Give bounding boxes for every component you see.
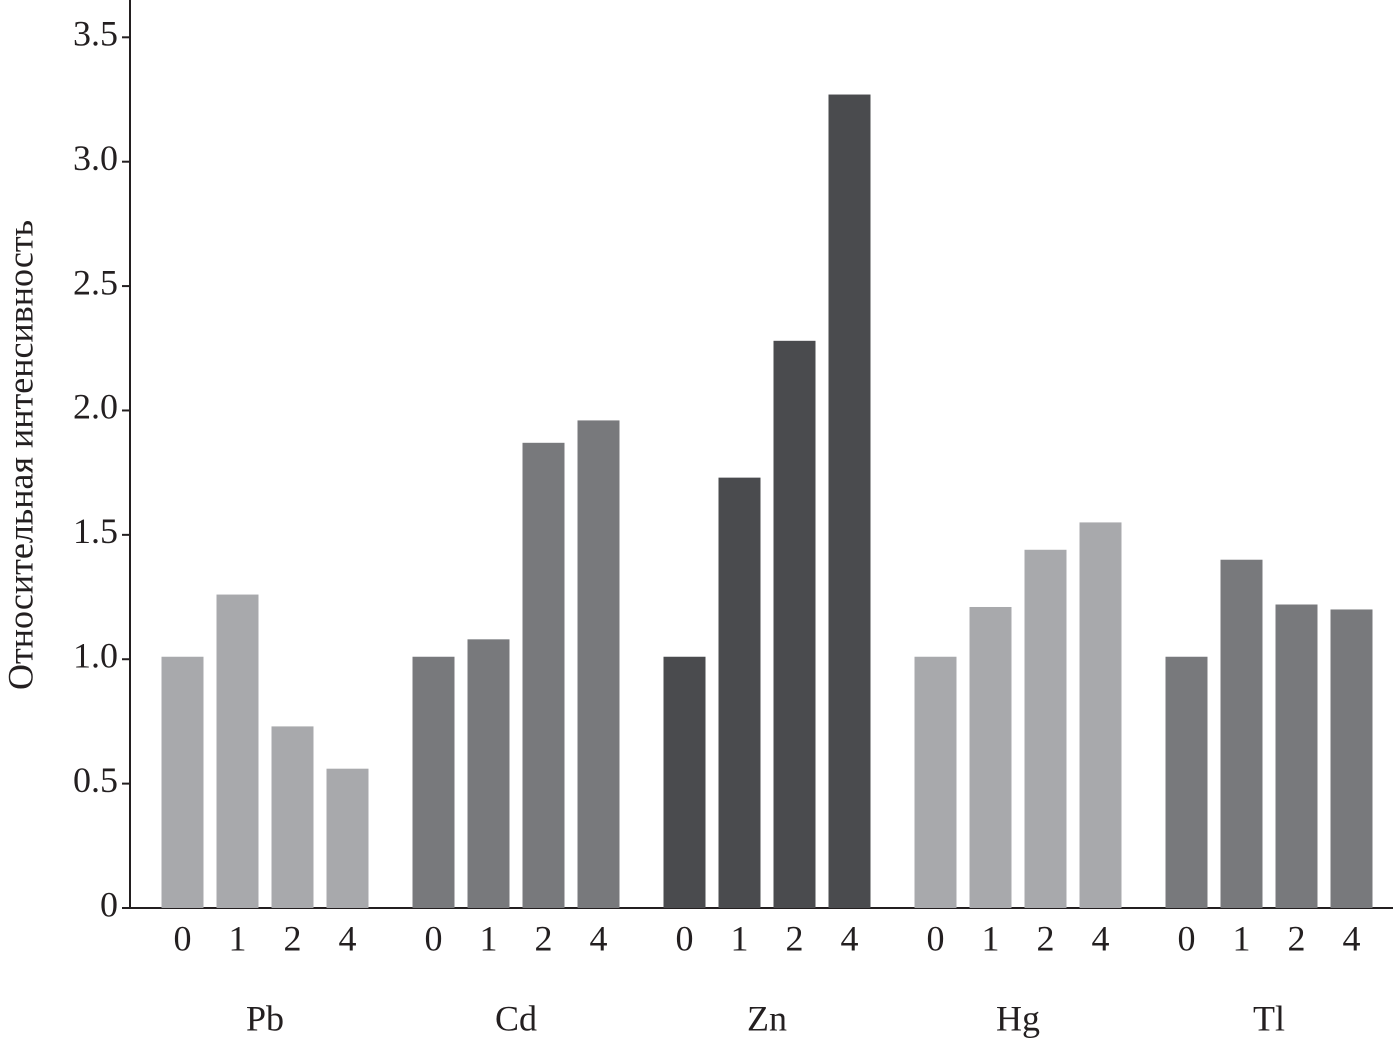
y-tick-label: 3.5 — [73, 14, 118, 54]
x-tick-label: 0 — [174, 918, 192, 958]
bar — [969, 606, 1012, 908]
bar — [1079, 522, 1122, 908]
group-label: Cd — [495, 998, 537, 1038]
bar — [1024, 549, 1067, 908]
bar — [718, 477, 761, 908]
x-tick-label: 4 — [841, 918, 859, 958]
group-label: Hg — [996, 998, 1040, 1038]
bar — [326, 768, 369, 908]
bar — [828, 94, 871, 909]
x-tick-label: 2 — [535, 918, 553, 958]
x-tick-label: 0 — [425, 918, 443, 958]
bar — [663, 656, 706, 908]
x-tick-label: 4 — [1092, 918, 1110, 958]
bar — [914, 656, 957, 908]
x-tick-label: 0 — [676, 918, 694, 958]
x-tick-label: 4 — [1343, 918, 1361, 958]
bar — [1275, 604, 1318, 908]
y-axis-label: Относительная интенсивность — [0, 220, 40, 690]
y-tick-label: 0.5 — [73, 760, 118, 800]
x-tick-label: 2 — [786, 918, 804, 958]
y-tick-label: 0 — [100, 884, 118, 924]
bar — [1330, 609, 1373, 908]
bar — [1165, 656, 1208, 908]
x-tick-label: 4 — [339, 918, 357, 958]
bar — [271, 726, 314, 908]
group-label: Zn — [747, 998, 787, 1038]
x-tick-label: 1 — [982, 918, 1000, 958]
x-tick-label: 2 — [284, 918, 302, 958]
y-tick-label: 2.0 — [73, 387, 118, 427]
bar — [412, 656, 455, 908]
x-tick-label: 2 — [1288, 918, 1306, 958]
bar — [773, 340, 816, 908]
x-tick-label: 0 — [1178, 918, 1196, 958]
x-tick-label: 1 — [1233, 918, 1251, 958]
y-tick-label: 2.5 — [73, 262, 118, 302]
y-tick-label: 1.5 — [73, 511, 118, 551]
group-label: Pb — [246, 998, 284, 1038]
x-tick-label: 1 — [480, 918, 498, 958]
bar — [216, 594, 259, 908]
y-tick-label: 1.0 — [73, 635, 118, 675]
group-label: Tl — [1253, 998, 1285, 1038]
x-tick-label: 1 — [731, 918, 749, 958]
bar — [522, 442, 565, 908]
x-tick-label: 4 — [590, 918, 608, 958]
bar — [161, 656, 204, 908]
bar — [577, 420, 620, 908]
bar — [1220, 559, 1263, 908]
x-tick-label: 0 — [927, 918, 945, 958]
y-tick-label: 3.0 — [73, 138, 118, 178]
x-tick-label: 1 — [229, 918, 247, 958]
x-tick-label: 2 — [1037, 918, 1055, 958]
bar — [467, 639, 510, 908]
